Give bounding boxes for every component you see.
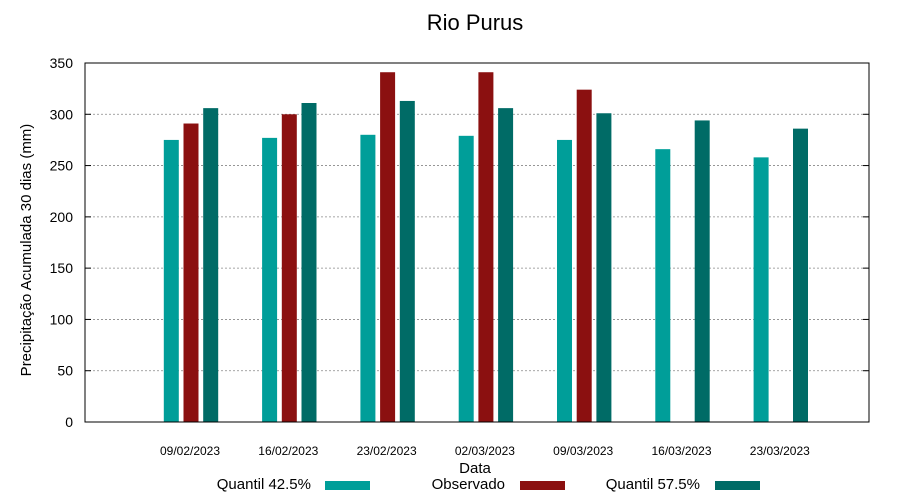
legend-swatch bbox=[325, 481, 370, 490]
y-tick-label: 200 bbox=[50, 209, 74, 225]
x-tick-label: 23/02/2023 bbox=[357, 444, 417, 458]
x-axis: 09/02/2023 16/02/2023 23/02/2023 02/03/2023… bbox=[160, 444, 810, 458]
bar-quantil-42-5 bbox=[557, 139, 572, 422]
bar-observado bbox=[478, 72, 494, 422]
bar-quantil-42-5 bbox=[360, 134, 376, 423]
bar-observado bbox=[281, 114, 297, 423]
x-tick-label: 02/03/2023 bbox=[455, 444, 515, 458]
bar-quantil-42-5 bbox=[458, 135, 474, 422]
bar-quantil-42-5 bbox=[655, 149, 671, 422]
legend-swatch bbox=[520, 481, 565, 490]
x-tick-label: 09/03/2023 bbox=[553, 444, 613, 458]
bar-quantil-57-5 bbox=[793, 128, 808, 422]
bar-quantil-57-5 bbox=[498, 108, 514, 422]
x-tick-label: 16/02/2023 bbox=[258, 444, 318, 458]
legend-label: Quantil 57.5% bbox=[606, 476, 700, 493]
y-tick-label: 250 bbox=[50, 158, 74, 174]
y-tick-label: 150 bbox=[50, 260, 74, 276]
bar-quantil-57-5 bbox=[203, 108, 219, 422]
y-tick-label: 50 bbox=[57, 363, 73, 379]
plot-border bbox=[84, 62, 870, 423]
x-tick-label: 09/02/2023 bbox=[160, 444, 220, 458]
x-tick-label: 16/03/2023 bbox=[651, 444, 711, 458]
chart-title: Rio Purus bbox=[427, 10, 524, 35]
y-tick-label: 300 bbox=[50, 106, 74, 122]
y-tick-label: 100 bbox=[50, 311, 74, 327]
bar-observado bbox=[576, 89, 592, 422]
y-tick-label: 350 bbox=[50, 55, 74, 71]
bar-quantil-57-5 bbox=[694, 120, 710, 422]
x-axis-label: Data bbox=[459, 460, 491, 477]
bar-quantil-57-5 bbox=[596, 113, 612, 422]
bar-quantil-57-5 bbox=[399, 100, 415, 423]
x-tick-label: 23/03/2023 bbox=[750, 444, 810, 458]
grid bbox=[85, 113, 869, 372]
bar-quantil-42-5 bbox=[753, 157, 769, 422]
y-tick-label: 0 bbox=[65, 414, 73, 430]
bar-observado bbox=[183, 123, 199, 422]
legend-swatch bbox=[715, 481, 760, 490]
y-axis-label: Precipitação Acumulada 30 dias (mm) bbox=[18, 124, 35, 377]
bars bbox=[163, 72, 808, 423]
legend-label: Quantil 42.5% bbox=[217, 476, 311, 493]
y-axis: 0 50 100 150 200 250 300 350 bbox=[50, 55, 869, 430]
bar-quantil-42-5 bbox=[163, 139, 179, 422]
legend: Quantil 42.5% Observado Quantil 57.5% bbox=[217, 476, 760, 493]
bar-observado bbox=[380, 72, 396, 422]
bar-quantil-42-5 bbox=[262, 137, 278, 422]
bar-quantil-57-5 bbox=[301, 103, 317, 422]
legend-label: Observado bbox=[432, 476, 505, 493]
